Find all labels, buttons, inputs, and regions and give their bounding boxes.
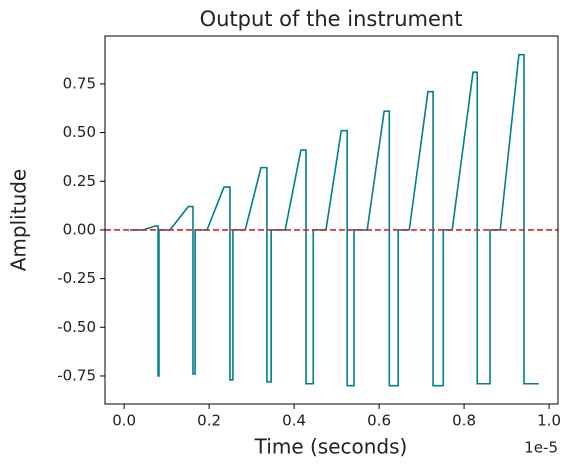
x-offset-label: 1e-5 xyxy=(524,439,558,457)
y-tick-label: -0.50 xyxy=(57,318,96,336)
y-tick-label: 0.25 xyxy=(63,172,96,190)
y-tick-label: -0.75 xyxy=(57,366,96,384)
y-tick-label: 0.00 xyxy=(63,220,96,238)
data-line xyxy=(130,53,539,387)
y-tick-label: -0.25 xyxy=(57,269,96,287)
x-tick-label: 0.8 xyxy=(452,412,476,430)
y-axis-label: Amplitude xyxy=(7,169,31,272)
x-tick-label: 0.0 xyxy=(112,412,136,430)
chart-title: Output of the instrument xyxy=(200,7,463,31)
x-tick-label: 0.2 xyxy=(197,412,221,430)
y-tick-label: 0.50 xyxy=(63,123,96,141)
plot-frame xyxy=(104,35,559,405)
x-axis-label: Time (seconds) xyxy=(254,435,408,459)
y-tick-label: 0.75 xyxy=(63,74,96,92)
x-tick-label: 0.6 xyxy=(367,412,391,430)
x-tick-label: 1.0 xyxy=(537,412,561,430)
x-tick-label: 0.4 xyxy=(282,412,306,430)
